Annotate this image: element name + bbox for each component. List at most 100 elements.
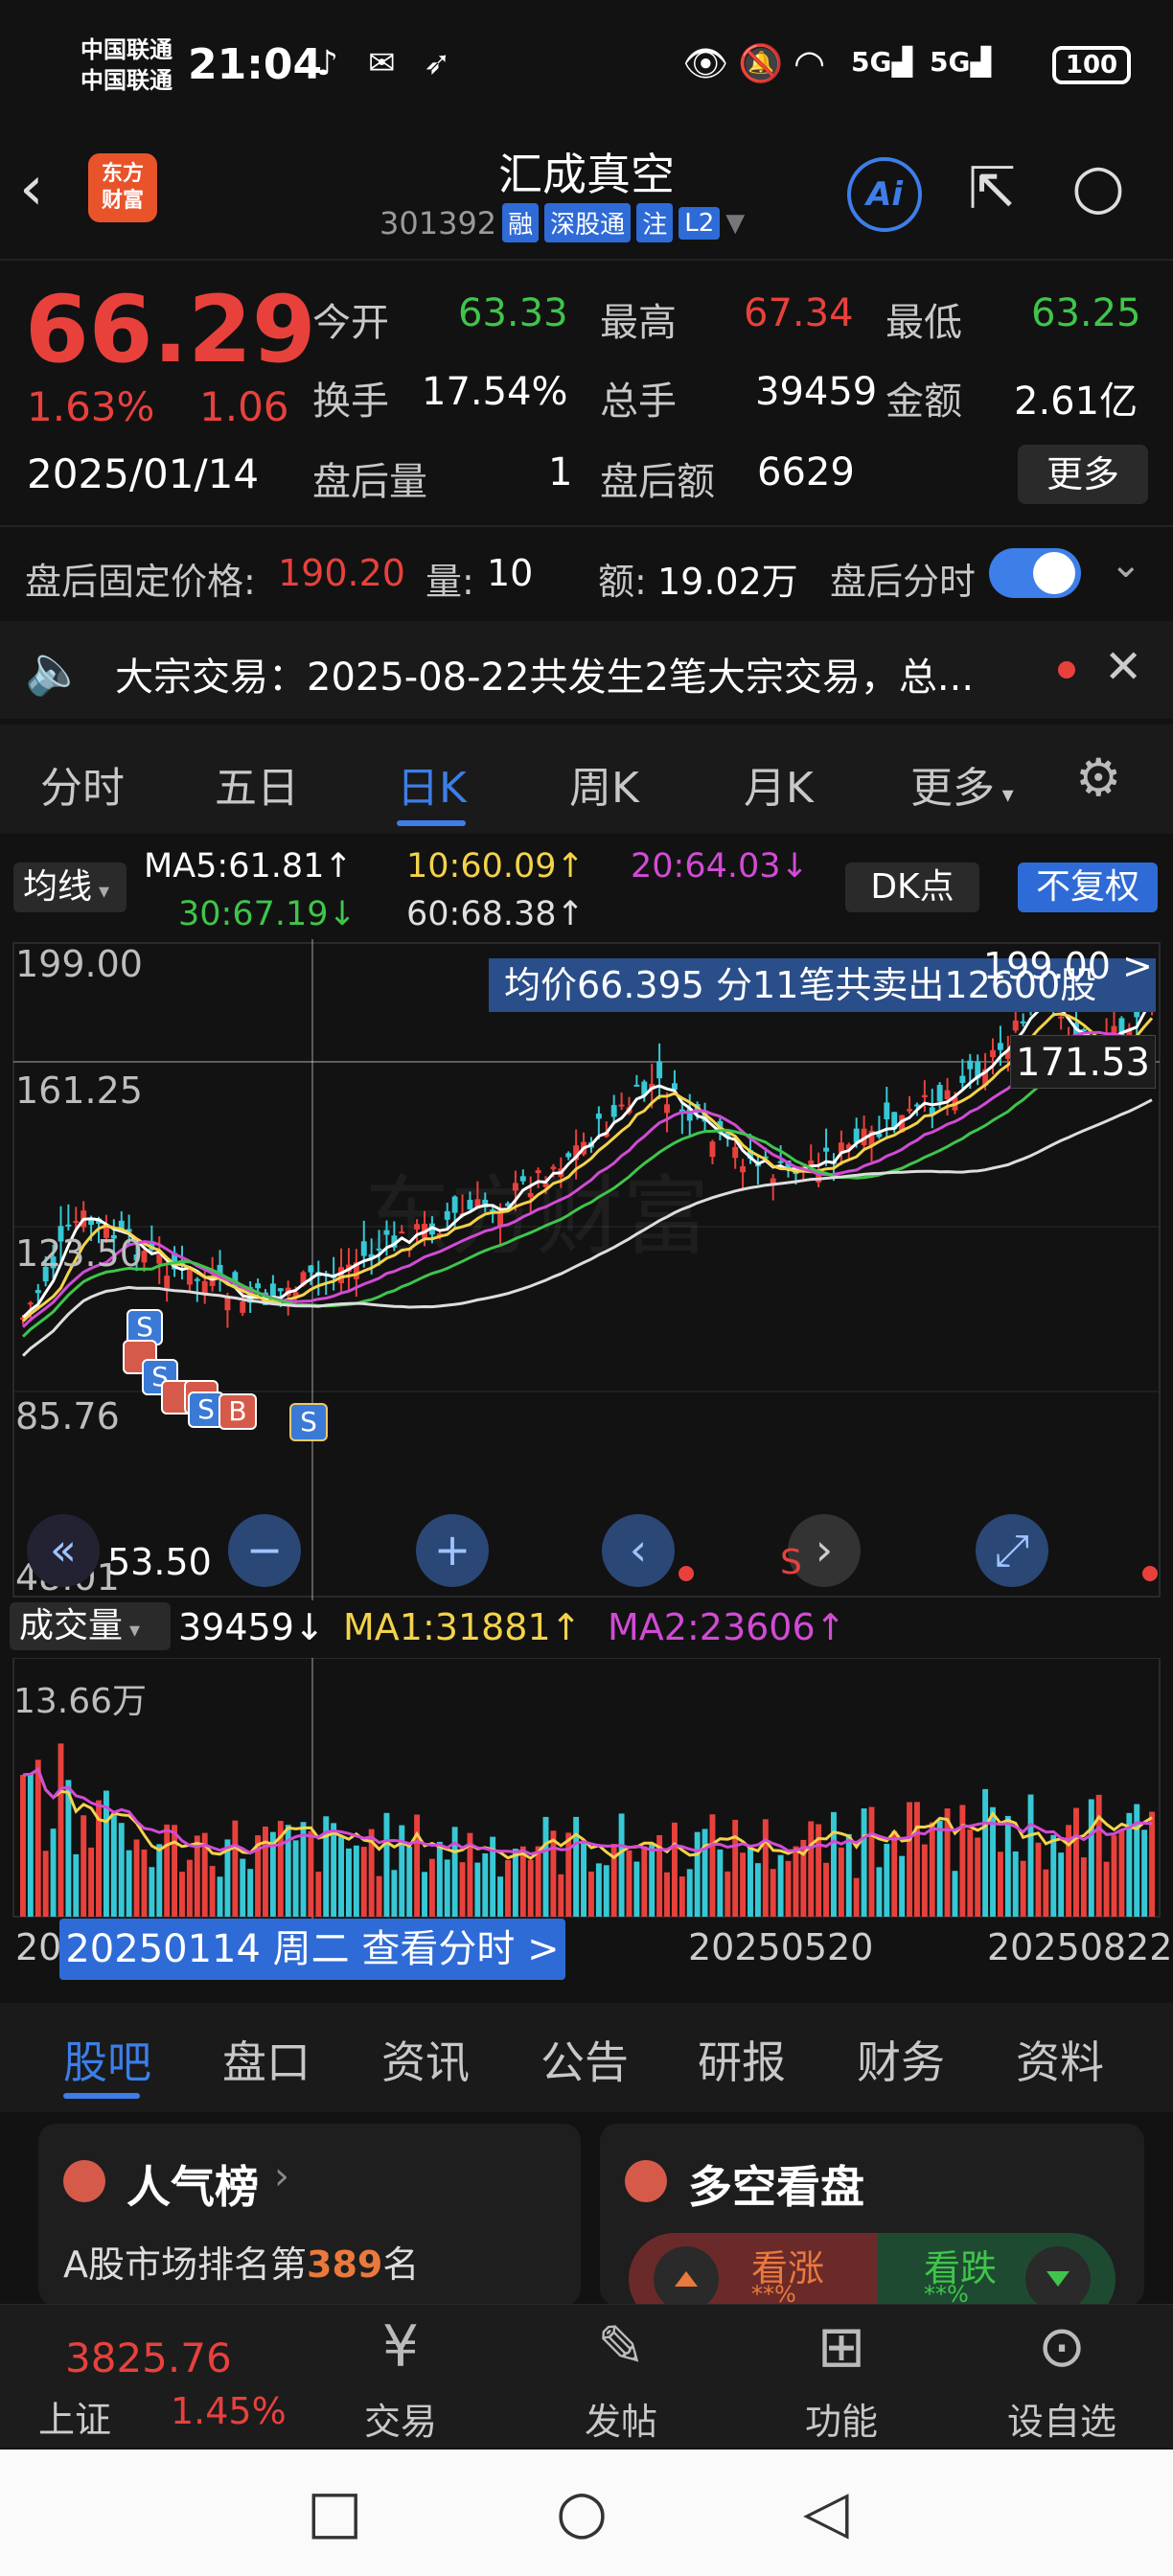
tab-orderbook[interactable]: 盘口 bbox=[222, 2036, 310, 2088]
tab-research[interactable]: 研报 bbox=[698, 2036, 786, 2088]
bull-label[interactable]: 看涨 bbox=[751, 2247, 825, 2289]
recents-icon[interactable]: □ bbox=[307, 2476, 363, 2546]
tab-daily-k[interactable]: 日K bbox=[397, 764, 467, 813]
ma-select[interactable]: 均线 ▾ bbox=[13, 862, 126, 912]
kline-chart[interactable]: 东方财富 bbox=[0, 939, 1173, 1600]
ai-button[interactable]: Ai bbox=[847, 157, 922, 232]
5g-signal-icon: 5G▟ bbox=[851, 46, 912, 78]
volume-ma1: MA1:31881↑ bbox=[343, 1606, 582, 1648]
nav-post[interactable]: 发帖 bbox=[584, 2401, 657, 2443]
ma10-line bbox=[21, 1012, 1154, 1322]
tab-news[interactable]: 资讯 bbox=[381, 2036, 470, 2088]
tab-profile[interactable]: 资料 bbox=[1016, 2036, 1104, 2088]
zoom-out-button[interactable]: − bbox=[228, 1514, 301, 1587]
low-price-label: 53.50 bbox=[107, 1541, 212, 1583]
tab-more[interactable]: 更多 ▾ bbox=[910, 753, 1014, 815]
share-icon[interactable]: ⇱ bbox=[968, 155, 1017, 222]
candle-body bbox=[936, 1085, 943, 1102]
tab-financials[interactable]: 财务 bbox=[857, 2036, 945, 2088]
nav-trade[interactable]: 交易 bbox=[363, 2401, 437, 2443]
volume-bar bbox=[156, 1844, 163, 1917]
candle-body bbox=[907, 1109, 912, 1112]
more-button[interactable]: 更多 bbox=[1018, 445, 1148, 504]
candle-body bbox=[42, 1266, 49, 1282]
after-price-value: 190.20 bbox=[278, 552, 405, 594]
index-pct[interactable]: 1.45% bbox=[171, 2390, 287, 2432]
candle-body bbox=[300, 1272, 307, 1286]
gear-icon[interactable]: ⚙ bbox=[1075, 748, 1122, 808]
sell-marker[interactable]: S bbox=[188, 1392, 224, 1428]
trade-icon[interactable]: ¥ bbox=[381, 2313, 420, 2380]
volume-bar bbox=[263, 1826, 268, 1917]
logo-line-2: 财富 bbox=[101, 189, 144, 213]
bear-label[interactable]: 看跌 bbox=[924, 2247, 998, 2289]
y-label-2: 161.25 bbox=[15, 1070, 143, 1112]
tab-five-day[interactable]: 五日 bbox=[215, 764, 299, 813]
carrier-2: 中国联通 bbox=[80, 67, 172, 94]
edit-icon[interactable]: ✎ bbox=[596, 2313, 646, 2380]
candle-body bbox=[505, 1203, 511, 1207]
nav-add-watchlist[interactable]: 设自选 bbox=[1006, 2401, 1116, 2443]
volume-bar bbox=[1111, 1835, 1117, 1917]
candle-body bbox=[944, 1090, 951, 1100]
candle-body bbox=[686, 1108, 693, 1121]
more-circle-icon[interactable]: ⊙ bbox=[1037, 2313, 1087, 2380]
back-nav-icon[interactable]: ◁ bbox=[803, 2476, 849, 2546]
tab-intraday[interactable]: 分时 bbox=[40, 764, 125, 813]
turnover-label: 换手 bbox=[312, 380, 389, 424]
popularity-card[interactable] bbox=[38, 2124, 581, 2306]
tab-underline bbox=[397, 820, 466, 826]
candle-body bbox=[527, 1192, 534, 1198]
index-name[interactable]: 上证 bbox=[38, 2399, 112, 2441]
grid-icon[interactable]: ⊞ bbox=[816, 2313, 866, 2380]
sentiment-title: 多空看盘 bbox=[688, 2161, 864, 2213]
notice-text[interactable]: 大宗交易：2025-08-22共发生2笔大宗交易，总... bbox=[115, 656, 975, 700]
amount-value: 2.61亿 bbox=[1014, 380, 1138, 424]
view-intraday-link[interactable]: 20250114 周二 查看分时 > bbox=[59, 1919, 565, 1980]
home-icon[interactable]: ○ bbox=[556, 2476, 609, 2546]
volume-bar bbox=[391, 1870, 398, 1917]
zoom-in-button[interactable]: + bbox=[416, 1514, 489, 1587]
candle-body bbox=[88, 1218, 95, 1226]
candle-body bbox=[338, 1267, 344, 1284]
candle-body bbox=[156, 1254, 163, 1264]
fullscreen-button[interactable]: ⤢ bbox=[976, 1514, 1048, 1587]
adjust-button[interactable]: 不复权 bbox=[1018, 862, 1158, 912]
candle-body bbox=[709, 1141, 716, 1158]
prev-button[interactable]: ‹ bbox=[602, 1514, 675, 1587]
volume-bar bbox=[292, 1840, 299, 1917]
scroll-left-button[interactable]: « bbox=[27, 1514, 100, 1587]
volume-bar bbox=[558, 1874, 564, 1917]
tab-forum[interactable]: 股吧 bbox=[63, 2036, 151, 2088]
index-value[interactable]: 3825.76 bbox=[65, 2334, 232, 2381]
volume-bar bbox=[201, 1832, 208, 1917]
search-icon[interactable]: ○ bbox=[1071, 151, 1125, 222]
volume-chart[interactable] bbox=[0, 1658, 1173, 1919]
candle-body bbox=[550, 1166, 557, 1169]
volume-bar bbox=[762, 1819, 769, 1917]
registration-tag: 注 bbox=[636, 203, 674, 242]
sell-marker[interactable]: S bbox=[289, 1403, 328, 1441]
dk-point-button[interactable]: DK点 bbox=[845, 862, 979, 912]
max-price-link[interactable]: 199.00 > bbox=[983, 945, 1153, 987]
volume-bar bbox=[921, 1844, 928, 1917]
volume-select[interactable]: 成交量 ▾ bbox=[10, 1602, 171, 1650]
next-button[interactable]: › bbox=[788, 1514, 861, 1587]
chevron-down-icon[interactable]: ⌄ bbox=[1110, 542, 1142, 586]
tab-monthly-k[interactable]: 月K bbox=[744, 764, 814, 813]
volume-bar bbox=[793, 1846, 799, 1917]
volume-bar bbox=[269, 1831, 276, 1917]
volume-bar bbox=[929, 1822, 935, 1917]
nav-functions[interactable]: 功能 bbox=[804, 2401, 878, 2443]
back-button[interactable]: ‹ bbox=[19, 153, 44, 224]
close-icon[interactable]: ✕ bbox=[1104, 640, 1143, 694]
buy-marker[interactable]: B bbox=[218, 1393, 257, 1430]
open-value: 63.33 bbox=[458, 291, 568, 335]
candle-body bbox=[376, 1248, 382, 1251]
speaker-icon: 🔈 bbox=[25, 642, 85, 698]
tab-weekly-k[interactable]: 周K bbox=[569, 764, 639, 813]
stock-code-row[interactable]: 301392 融 深股通 注 L2 ▼ bbox=[380, 203, 745, 242]
tab-announcements[interactable]: 公告 bbox=[540, 2036, 629, 2088]
notice-bar[interactable] bbox=[0, 621, 1173, 719]
volume-bar bbox=[876, 1867, 883, 1917]
